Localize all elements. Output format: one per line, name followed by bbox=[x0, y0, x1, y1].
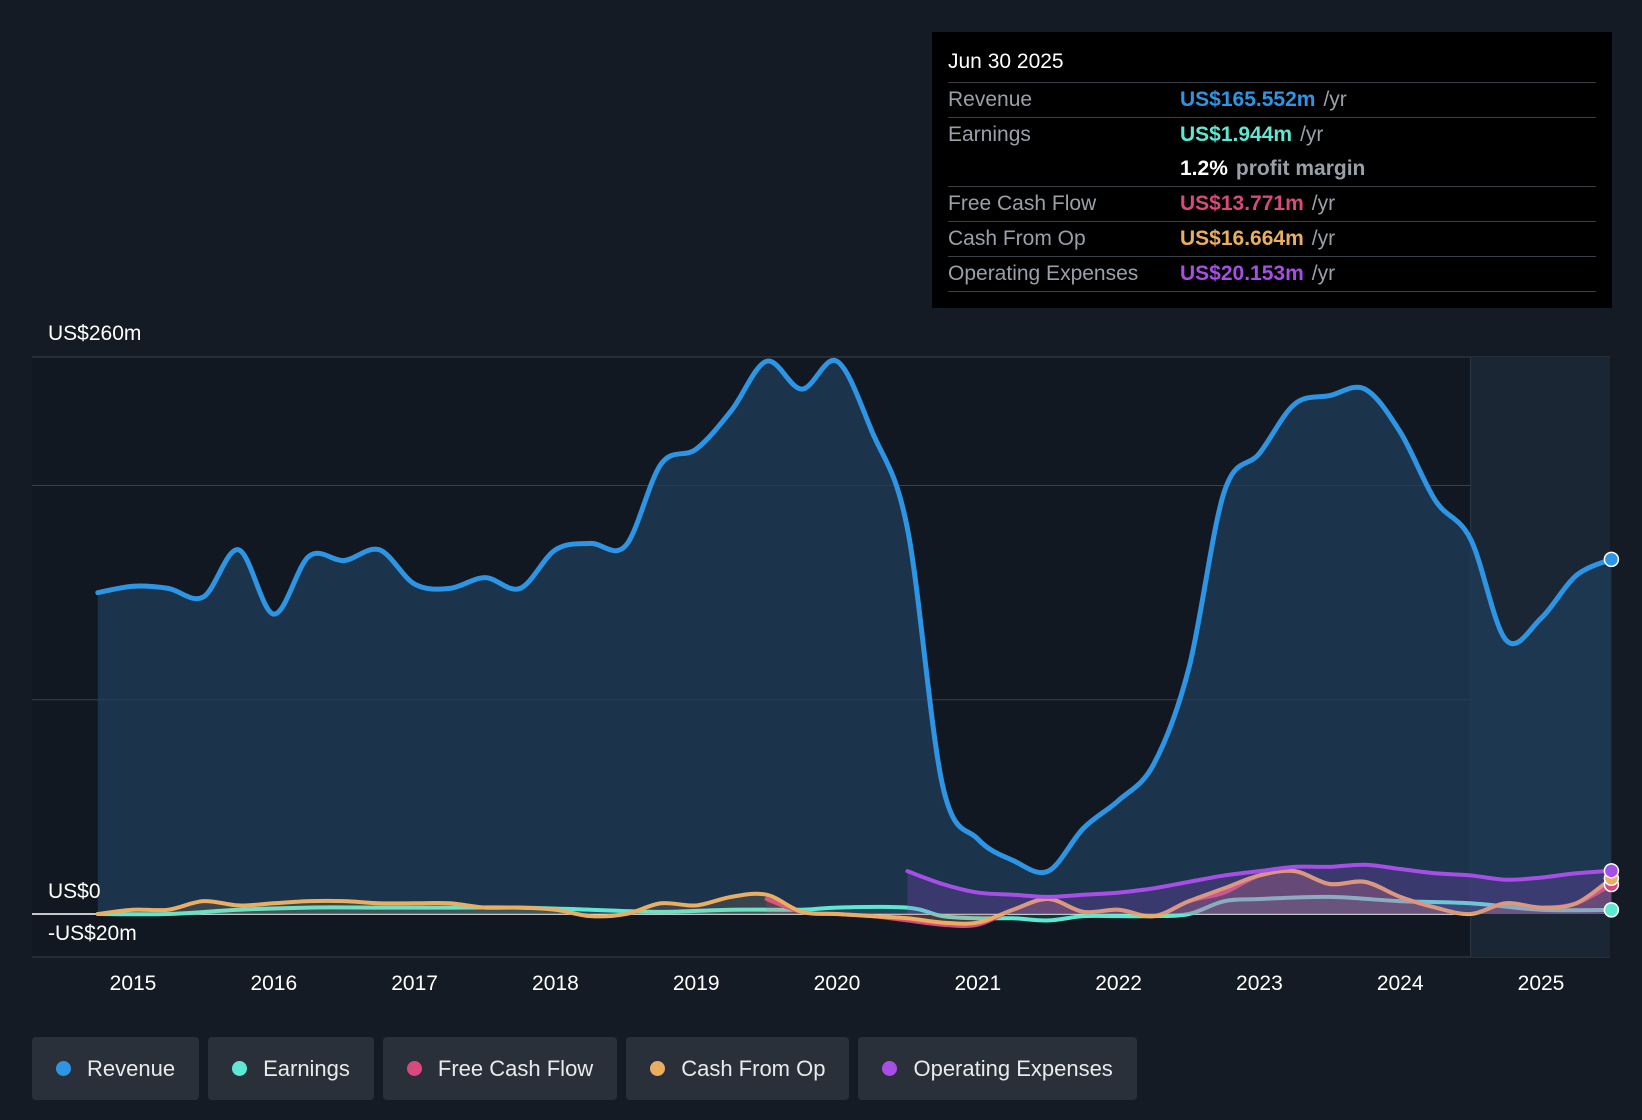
axis-labels: US$260m US$0 -US$20m 2015 2016 2017 2018 2019 20… bbox=[48, 322, 1564, 995]
tooltip-row-free-cash-flow: Free Cash Flow US$13.771m /yr bbox=[948, 186, 1596, 221]
tooltip-row-operating-expenses: Operating Expenses US$20.153m /yr bbox=[948, 256, 1596, 291]
line-cash-from-op bbox=[95, 868, 1614, 926]
line-earnings bbox=[95, 894, 1614, 923]
x-tick-label: 2017 bbox=[391, 972, 438, 995]
legend-item-earnings[interactable]: Earnings bbox=[208, 1037, 374, 1100]
tooltip-label: Earnings bbox=[948, 123, 1031, 146]
y-axis-label: -US$20m bbox=[48, 922, 137, 945]
x-tick-label: 2018 bbox=[532, 972, 579, 995]
tooltip-label: Revenue bbox=[948, 88, 1033, 111]
legend-dot-icon bbox=[232, 1061, 248, 1076]
legend-label: Earnings bbox=[263, 1055, 350, 1081]
tooltip-unit: /yr bbox=[1311, 192, 1336, 215]
end-dot-earnings bbox=[1603, 902, 1620, 918]
legend-dot-icon bbox=[650, 1061, 666, 1076]
legend-label: Cash From Op bbox=[681, 1055, 826, 1081]
tooltip-label: Operating Expenses bbox=[948, 262, 1139, 285]
legend-item-cash-from-op[interactable]: Cash From Op bbox=[626, 1037, 850, 1100]
legend-label: Operating Expenses bbox=[913, 1055, 1113, 1081]
area-revenue bbox=[97, 360, 1612, 914]
x-tick-label: 2015 bbox=[110, 972, 157, 995]
tooltip-panel: Jun 30 2025 Revenue US$165.552m /yr Earn… bbox=[932, 32, 1612, 308]
tooltip-value: US$1.944m bbox=[1180, 123, 1293, 146]
tooltip-row-profit-margin: 1.2% profit margin bbox=[948, 152, 1596, 186]
legend-item-free-cash-flow[interactable]: Free Cash Flow bbox=[382, 1037, 618, 1100]
series-layer bbox=[95, 357, 1614, 928]
legend-dot-icon bbox=[406, 1061, 422, 1076]
legend-item-revenue[interactable]: Revenue bbox=[32, 1037, 200, 1100]
x-tick-label: 2022 bbox=[1095, 972, 1142, 995]
area-operating-expenses bbox=[907, 864, 1612, 914]
legend-dot-icon bbox=[882, 1061, 898, 1076]
line-revenue bbox=[95, 357, 1614, 875]
tooltip-date: Jun 30 2025 bbox=[948, 50, 1064, 73]
end-dot-operating-expenses bbox=[1603, 863, 1620, 879]
line-operating-expenses bbox=[905, 862, 1614, 899]
x-tick-label: 2024 bbox=[1377, 972, 1424, 995]
tooltip-unit: /yr bbox=[1311, 227, 1336, 250]
tooltip-value: US$165.552m bbox=[1180, 88, 1316, 111]
legend-label: Revenue bbox=[87, 1055, 176, 1081]
tooltip-value: US$16.664m bbox=[1180, 227, 1304, 250]
tooltip-unit: profit margin bbox=[1235, 157, 1366, 180]
x-tick-label: 2019 bbox=[673, 972, 720, 995]
tooltip-value: 1.2% bbox=[1180, 157, 1228, 180]
tooltip-row-revenue: Revenue US$165.552m /yr bbox=[948, 82, 1596, 117]
tooltip-row-cash-from-op: Cash From Op US$16.664m /yr bbox=[948, 221, 1596, 256]
tooltip-divider bbox=[948, 291, 1596, 293]
x-tick-label: 2025 bbox=[1518, 972, 1565, 995]
x-tick-label: 2023 bbox=[1236, 972, 1283, 995]
area-cash-from-op bbox=[97, 870, 1612, 924]
tooltip-unit: /yr bbox=[1323, 88, 1347, 111]
x-tick-label: 2021 bbox=[954, 972, 1001, 995]
end-dot-revenue bbox=[1603, 551, 1620, 568]
legend-dot-icon bbox=[56, 1061, 71, 1076]
legend: Revenue Earnings Free Cash Flow Cash Fro… bbox=[32, 1037, 1137, 1100]
area-free-cash-flow bbox=[766, 870, 1612, 926]
end-dots bbox=[1603, 551, 1620, 918]
y-axis-label: US$260m bbox=[48, 322, 141, 345]
legend-item-operating-expenses[interactable]: Operating Expenses bbox=[858, 1037, 1137, 1100]
tooltip-unit: /yr bbox=[1300, 123, 1324, 146]
y-axis-label: US$0 bbox=[48, 880, 101, 903]
tooltip-value: US$13.771m bbox=[1180, 192, 1304, 215]
legend-label: Free Cash Flow bbox=[437, 1055, 594, 1081]
tooltip-unit: /yr bbox=[1311, 262, 1336, 285]
tooltip-value: US$20.153m bbox=[1180, 262, 1304, 285]
tooltip-label: Free Cash Flow bbox=[948, 192, 1097, 215]
tooltip-label: Cash From Op bbox=[948, 227, 1086, 250]
x-tick-label: 2016 bbox=[250, 972, 297, 995]
x-tick-label: 2020 bbox=[814, 972, 861, 995]
tooltip-row-earnings: Earnings US$1.944m /yr bbox=[948, 117, 1596, 152]
